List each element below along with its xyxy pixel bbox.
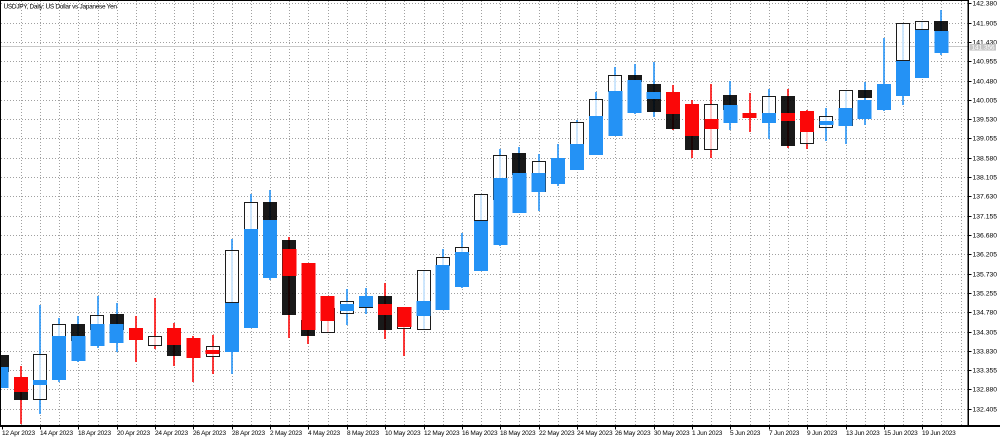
svg-text:14 Apr 2023: 14 Apr 2023 xyxy=(40,430,73,437)
svg-text:24 Apr 2023: 24 Apr 2023 xyxy=(155,430,188,437)
svg-text:135.730: 135.730 xyxy=(973,271,998,278)
svg-text:7 Jun 2023: 7 Jun 2023 xyxy=(769,430,800,437)
svg-text:5 Jun 2023: 5 Jun 2023 xyxy=(730,430,761,437)
svg-text:137.630: 137.630 xyxy=(973,193,998,200)
svg-text:16 May 2023: 16 May 2023 xyxy=(462,430,498,437)
svg-text:28 Apr 2023: 28 Apr 2023 xyxy=(232,430,265,437)
svg-text:142.380: 142.380 xyxy=(973,0,998,7)
svg-text:139.530: 139.530 xyxy=(973,116,998,123)
svg-text:30 May 2023: 30 May 2023 xyxy=(654,430,690,437)
svg-text:139.055: 139.055 xyxy=(973,135,998,142)
svg-text:141.905: 141.905 xyxy=(973,20,998,27)
svg-text:141.356: 141.356 xyxy=(972,45,996,52)
svg-text:15 Jun 2023: 15 Jun 2023 xyxy=(884,430,918,437)
svg-text:12 Apr 2023: 12 Apr 2023 xyxy=(2,430,35,437)
svg-text:141.430: 141.430 xyxy=(973,39,998,46)
svg-text:13 Jun 2023: 13 Jun 2023 xyxy=(846,430,880,437)
svg-text:18 Apr 2023: 18 Apr 2023 xyxy=(78,430,111,437)
svg-text:138.580: 138.580 xyxy=(973,155,998,162)
svg-text:135.255: 135.255 xyxy=(973,290,998,297)
svg-text:12 May 2023: 12 May 2023 xyxy=(424,430,460,437)
svg-text:133.355: 133.355 xyxy=(973,367,998,374)
svg-text:136.205: 136.205 xyxy=(973,251,998,258)
svg-text:132.405: 132.405 xyxy=(973,406,998,413)
svg-text:8 May 2023: 8 May 2023 xyxy=(347,430,380,437)
svg-text:134.780: 134.780 xyxy=(973,309,998,316)
svg-text:9 Jun 2023: 9 Jun 2023 xyxy=(807,430,838,437)
svg-text:137.155: 137.155 xyxy=(973,213,998,220)
svg-text:4 May 2023: 4 May 2023 xyxy=(308,430,341,437)
svg-text:USDJPY, Daily: US Dollar vs J: USDJPY, Daily: US Dollar vs Japanese Yen xyxy=(4,4,118,11)
svg-text:140.480: 140.480 xyxy=(973,78,998,85)
svg-text:138.105: 138.105 xyxy=(973,174,998,181)
svg-text:24 May 2023: 24 May 2023 xyxy=(577,430,613,437)
svg-text:132.880: 132.880 xyxy=(973,386,998,393)
svg-text:18 May 2023: 18 May 2023 xyxy=(500,430,536,437)
svg-text:20 Apr 2023: 20 Apr 2023 xyxy=(117,430,150,437)
svg-text:134.305: 134.305 xyxy=(973,329,998,336)
svg-text:22 May 2023: 22 May 2023 xyxy=(539,430,575,437)
svg-text:19 Jun 2023: 19 Jun 2023 xyxy=(922,430,956,437)
svg-text:1 Jun 2023: 1 Jun 2023 xyxy=(692,430,723,437)
svg-text:26 Apr 2023: 26 Apr 2023 xyxy=(193,430,226,437)
svg-text:133.830: 133.830 xyxy=(973,348,998,355)
svg-text:26 May 2023: 26 May 2023 xyxy=(615,430,651,437)
svg-text:10 May 2023: 10 May 2023 xyxy=(385,430,421,437)
svg-text:2 May 2023: 2 May 2023 xyxy=(270,430,303,437)
svg-text:140.005: 140.005 xyxy=(973,97,998,104)
svg-text:140.955: 140.955 xyxy=(973,58,998,65)
svg-text:136.680: 136.680 xyxy=(973,232,998,239)
